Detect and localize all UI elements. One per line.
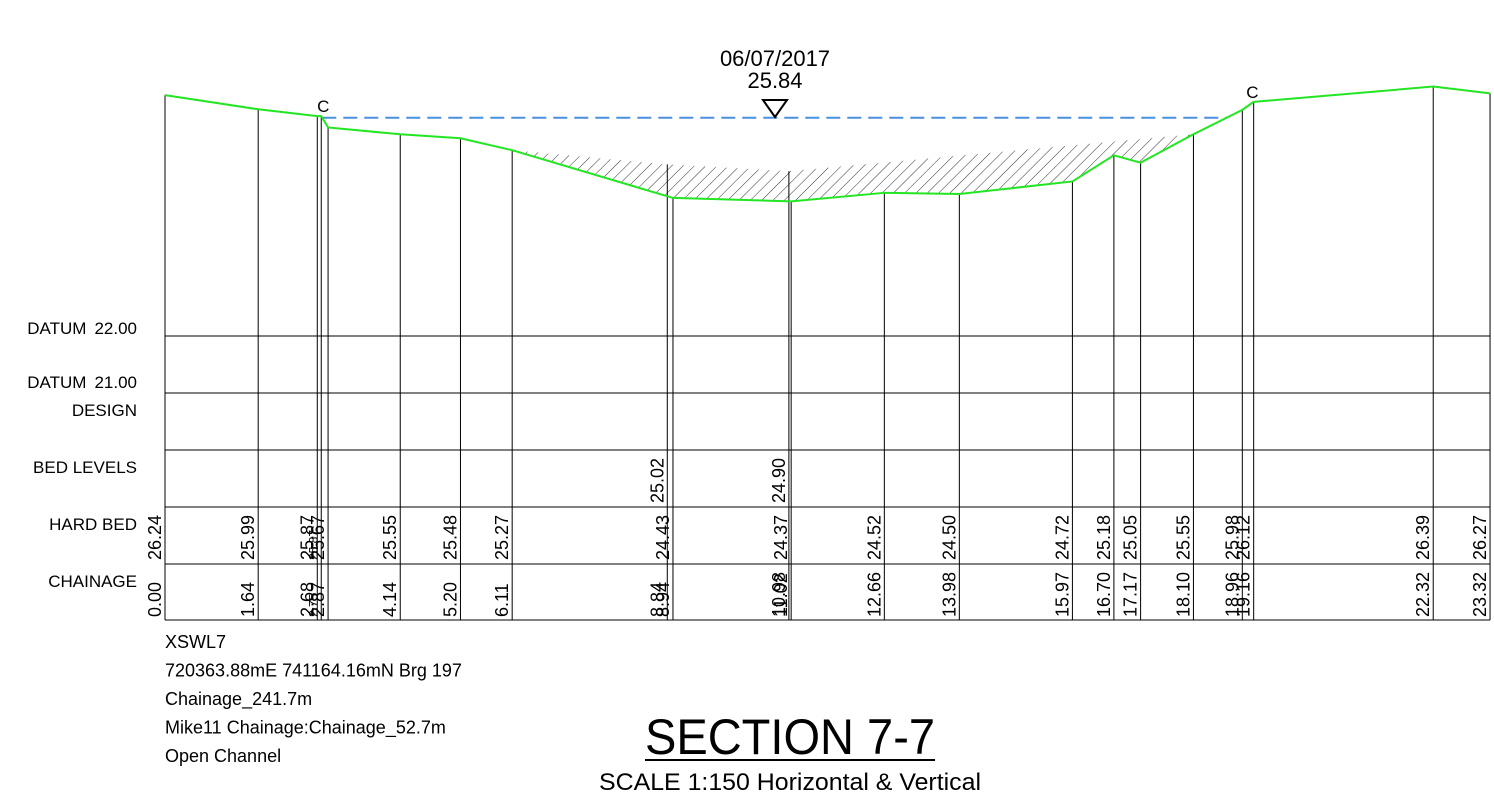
band-label: CHAINAGE xyxy=(48,572,137,591)
hard-bed-label: 25.87 xyxy=(306,530,320,560)
chainage-label: 22.32 xyxy=(1413,572,1433,617)
band-label-value: 22.00 xyxy=(94,319,137,338)
hard-bed-label: 25.99 xyxy=(238,515,258,560)
band-label-value: 21.00 xyxy=(94,373,137,392)
ground-profile xyxy=(164,85,1491,203)
hard-bed-label: 25.48 xyxy=(440,515,460,560)
note: XSWL7 xyxy=(165,632,226,652)
hard-bed-label: 25.18 xyxy=(1094,515,1114,560)
date: 06/07/2017 xyxy=(720,46,830,71)
sediment-hatch xyxy=(512,134,1194,202)
band-label-text: HARD BED xyxy=(49,515,137,534)
chainage-label: 10.98 xyxy=(769,572,789,617)
hard-bed-label: 24.43 xyxy=(653,515,673,560)
hard-bed-label: 25.55 xyxy=(380,515,400,560)
band-label: BED LEVELS xyxy=(33,458,137,477)
band-label-text: DESIGN xyxy=(72,401,137,420)
hard-bed-label: 24.50 xyxy=(939,515,959,560)
hard-bed-label: 25.55 xyxy=(1173,515,1193,560)
chainage-label: 23.32 xyxy=(1470,572,1490,617)
control-marker: C xyxy=(317,97,329,116)
chainage-label: 18.96 xyxy=(1222,572,1242,617)
bed-level-label: 25.02 xyxy=(647,458,667,503)
chainage-label: 5.20 xyxy=(440,582,460,617)
water-level: 25.84 xyxy=(747,68,802,93)
hard-bed-label: 26.27 xyxy=(1470,515,1490,560)
bed-level-label: 24.90 xyxy=(769,458,789,503)
band-label: DATUM 22.00 xyxy=(27,319,137,338)
hard-bed-label: 25.05 xyxy=(1121,515,1141,560)
chainage-label: 4.14 xyxy=(380,582,400,617)
chainage-label: 8.84 xyxy=(647,582,667,617)
chainage-label: 17.17 xyxy=(1121,572,1141,617)
chainage-label: 2.68 xyxy=(297,582,317,617)
chainage-label: 19.16 xyxy=(1234,572,1254,617)
hard-bed-label: 24.37 xyxy=(771,515,791,560)
water-symbol xyxy=(761,99,789,119)
hard-bed-label: 25.27 xyxy=(492,515,512,560)
section-title: SECTION 7-7 xyxy=(645,709,935,765)
chainage-label: 6.11 xyxy=(492,583,512,617)
chainage-label: 18.10 xyxy=(1173,572,1193,617)
control-marker: C xyxy=(1246,83,1258,102)
note: 720363.88mE 741164.16mN Brg 197 xyxy=(165,661,462,681)
chainage-label: 1.64 xyxy=(238,582,258,617)
band-label-text: DATUM xyxy=(27,373,86,392)
chainage-label: 16.70 xyxy=(1094,572,1114,617)
band-label-text: CHAINAGE xyxy=(48,572,137,591)
chainage-label: 2.75 xyxy=(306,593,320,617)
chainage-label: 13.98 xyxy=(939,572,959,617)
note: Chainage_241.7m xyxy=(165,689,312,710)
hard-bed-label: 26.39 xyxy=(1413,515,1433,560)
chainage-label: 12.66 xyxy=(864,572,884,617)
chainage-label: 2.87 xyxy=(308,582,328,617)
hard-bed-label: 26.12 xyxy=(1234,515,1254,560)
note: Open Channel xyxy=(165,746,281,766)
band-label-text: BED LEVELS xyxy=(33,458,137,477)
chainage-label: 15.97 xyxy=(1052,572,1072,617)
hard-bed-label: 26.24 xyxy=(145,515,165,560)
band-label: DESIGN xyxy=(72,401,137,420)
band-label: HARD BED xyxy=(49,515,137,534)
note: Mike11 Chainage:Chainage_52.7m xyxy=(165,718,446,739)
band-label-text: DATUM xyxy=(27,319,86,338)
chainage-label: 11.02 xyxy=(771,573,791,617)
scale-note: SCALE 1:150 Horizontal & Vertical xyxy=(599,769,981,796)
hard-bed-label: 25.67 xyxy=(308,515,328,560)
hard-bed-label: 24.52 xyxy=(864,515,884,560)
hard-bed-label: 24.72 xyxy=(1052,515,1072,560)
chainage-label: 0.00 xyxy=(145,582,165,617)
chainage-label: 8.94 xyxy=(653,582,673,617)
hard-bed-label: 25.87 xyxy=(297,515,317,560)
band-label: DATUM 21.00 xyxy=(27,373,137,392)
hard-bed-label: 25.98 xyxy=(1222,515,1242,560)
